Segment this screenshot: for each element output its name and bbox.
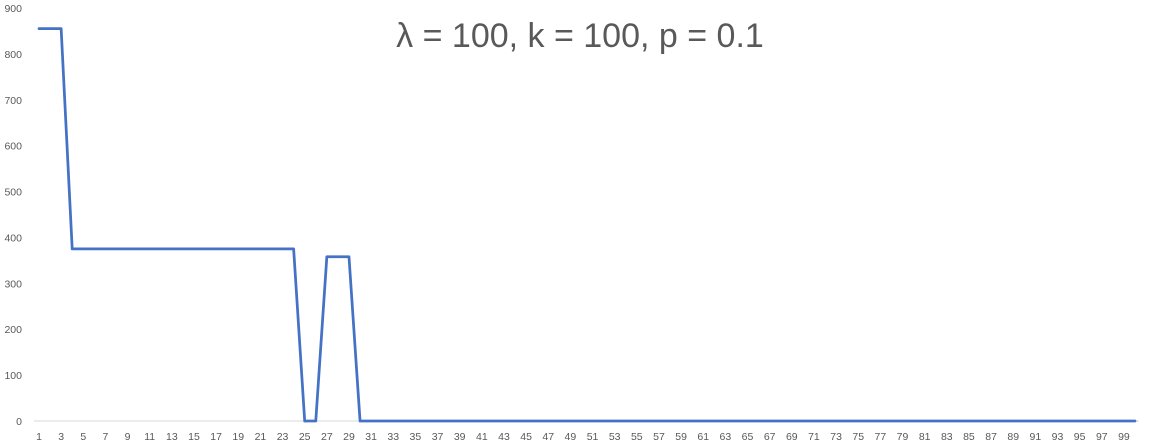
y-tick-label: 800 — [4, 49, 22, 61]
x-tick-label: 99 — [1118, 431, 1130, 443]
x-tick-label: 49 — [565, 431, 577, 443]
x-tick-label: 25 — [299, 431, 311, 443]
x-tick-label: 15 — [188, 431, 200, 443]
x-tick-label: 37 — [432, 431, 444, 443]
x-tick-label: 29 — [343, 431, 355, 443]
x-tick-label: 55 — [631, 431, 643, 443]
y-tick-label: 400 — [4, 232, 22, 244]
x-tick-label: 61 — [697, 431, 709, 443]
y-tick-label: 200 — [4, 324, 22, 336]
x-tick-label: 77 — [875, 431, 887, 443]
x-tick-label: 39 — [454, 431, 466, 443]
x-tick-label: 57 — [653, 431, 665, 443]
x-tick-label: 75 — [852, 431, 864, 443]
x-tick-label: 35 — [410, 431, 422, 443]
x-tick-label: 21 — [255, 431, 267, 443]
x-tick-label: 1 — [36, 431, 42, 443]
y-tick-label: 0 — [16, 416, 22, 428]
y-tick-label: 500 — [4, 187, 22, 199]
chart-title: λ = 100, k = 100, p = 0.1 — [396, 17, 764, 55]
series-line — [37, 27, 1137, 423]
x-tick-label: 17 — [210, 431, 222, 443]
x-tick-label: 63 — [720, 431, 732, 443]
x-tick-label: 97 — [1096, 431, 1108, 443]
x-tick-label: 85 — [963, 431, 975, 443]
x-tick-label: 73 — [830, 431, 842, 443]
x-tick-label: 53 — [609, 431, 621, 443]
x-tick-label: 23 — [277, 431, 289, 443]
x-tick-label: 79 — [897, 431, 909, 443]
x-tick-label: 45 — [520, 431, 532, 443]
x-tick-label: 5 — [80, 431, 86, 443]
x-tick-label: 93 — [1052, 431, 1064, 443]
x-tick-label: 9 — [125, 431, 131, 443]
y-tick-label: 300 — [4, 278, 22, 290]
x-tick-label: 81 — [919, 431, 931, 443]
x-tick-label: 59 — [675, 431, 687, 443]
x-tick-label: 11 — [144, 431, 155, 443]
x-tick-label: 41 — [476, 431, 488, 443]
x-tick-label: 95 — [1074, 431, 1086, 443]
x-tick-label: 51 — [587, 431, 599, 443]
x-tick-label: 31 — [365, 431, 377, 443]
x-tick-label: 43 — [498, 431, 510, 443]
y-tick-label: 100 — [4, 370, 22, 382]
x-tick-label: 87 — [985, 431, 997, 443]
x-tick-label: 71 — [808, 431, 820, 443]
x-tick-label: 91 — [1030, 431, 1042, 443]
x-tick-label: 13 — [166, 431, 178, 443]
y-axis: 0 100 200 300 400 500 600 700 800 900 — [4, 3, 22, 428]
y-tick-label: 900 — [4, 3, 22, 15]
x-axis: 1 3 5 7 9 11 13 15 17 19 21 23 25 27 29 31 33 35 37 39 41 43 4… — [36, 431, 1130, 443]
x-tick-label: 47 — [542, 431, 554, 443]
x-tick-label: 89 — [1007, 431, 1019, 443]
x-tick-label: 7 — [103, 431, 109, 443]
y-tick-label: 600 — [4, 141, 22, 153]
x-tick-label: 69 — [786, 431, 798, 443]
x-tick-label: 33 — [387, 431, 399, 443]
x-tick-label: 27 — [321, 431, 333, 443]
x-tick-label: 3 — [58, 431, 64, 443]
x-tick-label: 65 — [742, 431, 754, 443]
y-tick-label: 700 — [4, 95, 22, 107]
x-tick-label: 67 — [764, 431, 776, 443]
x-tick-label: 19 — [232, 431, 244, 443]
x-tick-label: 83 — [941, 431, 953, 443]
